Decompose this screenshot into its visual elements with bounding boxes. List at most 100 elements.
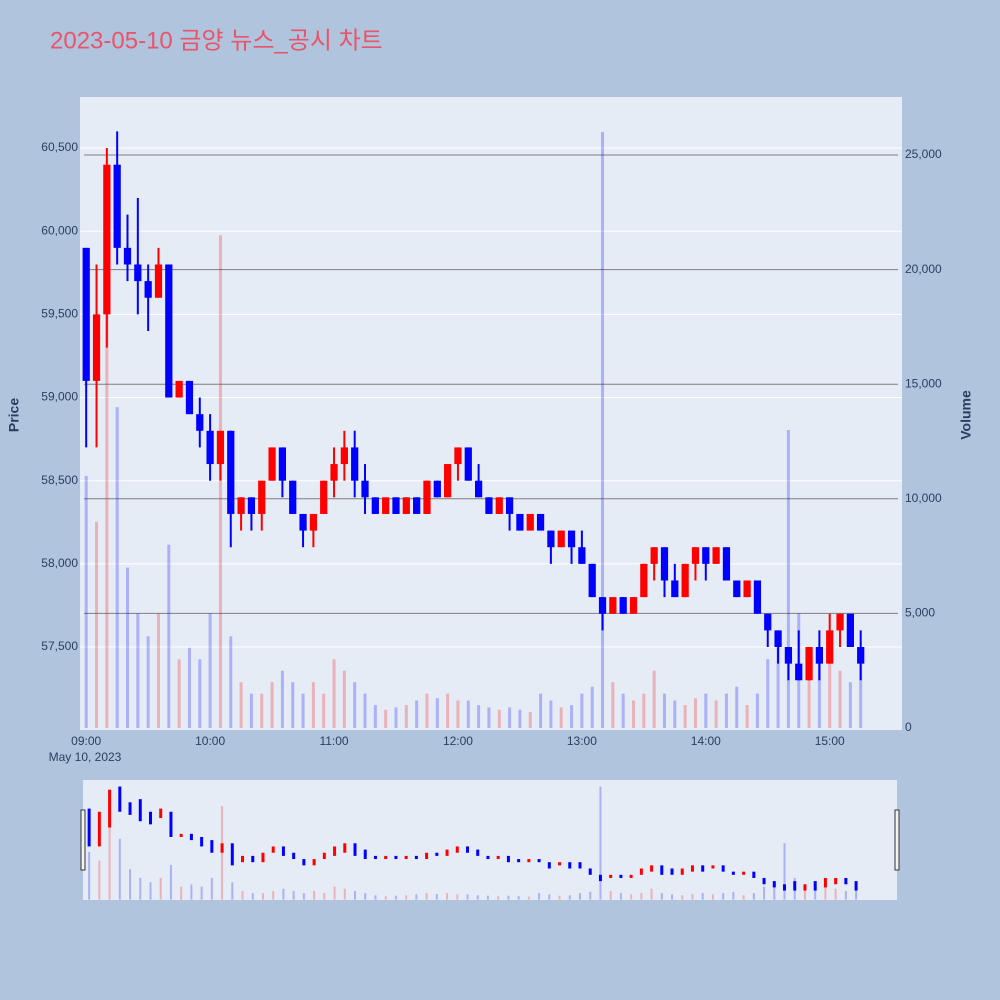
volume-bar (724, 693, 728, 729)
volume-bar (373, 705, 377, 729)
y2-tick-label: 25,000 (905, 147, 942, 161)
candle-body (299, 513, 307, 531)
candle-body (722, 547, 731, 581)
slider-volume-bar (763, 886, 766, 900)
y2-tick-label: 0 (905, 720, 912, 734)
candle-body (123, 247, 132, 265)
y-tick-label: 59,000 (41, 390, 78, 404)
slider-volume-bar (241, 890, 244, 900)
candle-body (598, 597, 607, 614)
volume-bar (662, 693, 666, 729)
candle-body (82, 247, 90, 381)
slider-volume-bar (844, 890, 847, 900)
slider-volume-bar (210, 877, 213, 900)
slider-volume-bar (313, 890, 316, 900)
slider-volume-bar (660, 893, 663, 900)
candle-body (351, 447, 359, 481)
x-tick-label: 12:00 (443, 734, 473, 748)
slider-volume-bar (742, 895, 745, 900)
candle-body (413, 497, 421, 514)
volume-bar (456, 700, 460, 729)
candle-body (382, 497, 390, 514)
volume-bar (322, 693, 326, 729)
candle-body (371, 497, 379, 514)
volume-bar (755, 693, 759, 729)
volume-bar (466, 700, 470, 729)
slider-volume-bar (129, 869, 132, 900)
candle-body (536, 513, 545, 531)
candle-body (578, 547, 586, 564)
y-tick-label: 59,500 (41, 307, 78, 321)
slider-handle-left[interactable] (80, 809, 86, 871)
slider-volume-bar (384, 896, 387, 900)
candle-body (268, 447, 276, 481)
volume-bar (766, 659, 770, 729)
volume-bar (187, 647, 191, 729)
slider-volume-bar (169, 864, 172, 900)
slider-volume-bar (640, 893, 643, 900)
slider-volume-bar (108, 821, 111, 900)
volume-bar (270, 682, 274, 729)
candle-body (567, 530, 576, 548)
candle-body (702, 547, 710, 564)
slider-volume-bar (221, 806, 224, 900)
range-slider[interactable] (83, 780, 897, 900)
volume-bar (776, 647, 780, 729)
volume-bar (95, 521, 99, 729)
slider-volume-bar (517, 896, 520, 900)
slider-handle-right[interactable] (894, 809, 900, 871)
volume-bar (580, 693, 584, 729)
volume-bar (477, 705, 481, 729)
candle-body (402, 497, 410, 514)
candle-body (753, 580, 762, 614)
volume-bar (156, 613, 160, 729)
slider-volume-bar (200, 886, 203, 900)
x-tick-label: 13:00 (567, 734, 597, 748)
volume-bar (508, 707, 512, 729)
volume-bar (394, 707, 398, 729)
slider-volume-bar (701, 893, 704, 900)
volume-bar (280, 670, 284, 729)
slider-volume-bar (456, 894, 459, 900)
volume-bar (632, 700, 636, 729)
slider-volume-bar (180, 886, 183, 900)
candle-body (485, 497, 493, 514)
candle-body (92, 314, 101, 381)
slider-volume-bar (354, 890, 357, 900)
slider-volume-bar (323, 893, 326, 900)
candle-body (340, 447, 348, 465)
slider-volume-bar (671, 894, 674, 900)
slider-volume-bar (681, 895, 684, 900)
volume-bar (497, 709, 501, 729)
slider-volume-bar (149, 882, 152, 900)
candle-body (712, 547, 720, 564)
volume-bar (167, 544, 171, 729)
candle-body (650, 547, 658, 564)
slider-volume-bar (599, 786, 602, 900)
volume-bar (518, 709, 522, 729)
x-date-label: May 10, 2023 (49, 750, 122, 764)
volume-bar (126, 567, 130, 729)
candle-body (361, 480, 369, 498)
volume-bar (342, 670, 346, 729)
volume-bar (559, 707, 563, 729)
volume-bar (704, 693, 708, 729)
slider-volume-bar (88, 851, 91, 900)
slider-volume-bar (486, 895, 489, 900)
x-tick-label: 09:00 (71, 734, 101, 748)
slider-volume-bar (558, 895, 561, 900)
candle-body (774, 630, 782, 648)
slider-volume-bar (650, 888, 653, 900)
candle-body (505, 497, 514, 514)
x-tick-label: 11:00 (319, 734, 348, 748)
candle-body (733, 580, 741, 598)
x-tick-label: 10:00 (195, 734, 225, 748)
volume-bar (435, 698, 439, 729)
slider-volume-bar (609, 890, 612, 900)
volume-bar (384, 709, 388, 729)
volume-bar (673, 700, 677, 729)
slider-volume-bar (497, 896, 500, 900)
slider-volume-bar (190, 884, 193, 900)
candle-body (433, 480, 441, 498)
volume-bar (539, 693, 543, 729)
